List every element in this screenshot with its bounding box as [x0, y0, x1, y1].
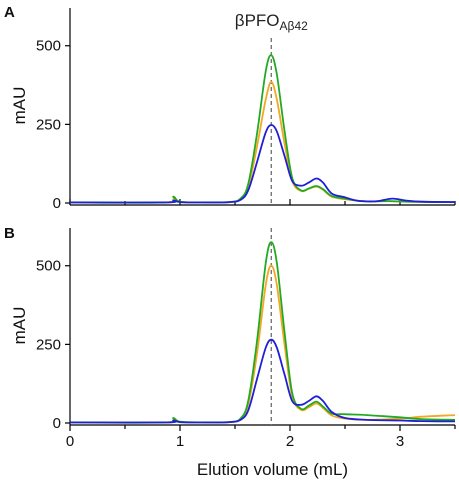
y-axis-label: mAU — [10, 307, 29, 345]
series-line-3 — [69, 124, 456, 204]
y-tick-label: 250 — [36, 336, 61, 353]
panel-b: B 0 250 500 0 1 2 3 mAU Elution volume (mL) — [4, 225, 456, 479]
panel-letter-b: B — [4, 225, 15, 242]
x-tick-label: 1 — [176, 433, 184, 450]
panel-a: A 0 250 500 mAU βPFOAβ42 — [4, 4, 456, 212]
y-tick-label: 500 — [36, 258, 61, 275]
y-tick-label: 0 — [53, 415, 61, 432]
y-tick-label: 500 — [36, 38, 61, 55]
series-line-3 — [69, 338, 456, 424]
y-tick-label: 0 — [53, 195, 61, 212]
x-tick-label: 3 — [396, 433, 404, 450]
x-axis-label: Elution volume (mL) — [197, 460, 348, 479]
series-line-2 — [69, 54, 456, 204]
x-tick-label: 0 — [66, 433, 74, 450]
series-line-2 — [69, 241, 456, 424]
peak-annotation: βPFOAβ42 — [235, 11, 308, 33]
y-tick-label: 250 — [36, 116, 61, 133]
x-tick-label: 2 — [286, 433, 294, 450]
y-axis-label: mAU — [10, 87, 29, 125]
panel-letter-a: A — [4, 4, 15, 21]
